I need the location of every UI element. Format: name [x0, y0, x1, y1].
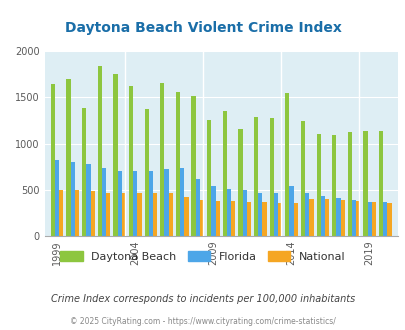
Bar: [230, 201, 235, 236]
Bar: [386, 203, 391, 236]
Bar: [168, 193, 173, 236]
Bar: [184, 197, 188, 236]
Bar: [164, 169, 168, 236]
Bar: [98, 66, 102, 236]
Bar: [340, 200, 344, 236]
Bar: [285, 93, 289, 236]
Bar: [273, 193, 277, 236]
Bar: [160, 83, 164, 236]
Bar: [382, 202, 386, 236]
Bar: [90, 191, 94, 236]
Bar: [293, 203, 297, 236]
Bar: [277, 203, 281, 236]
Bar: [378, 131, 382, 236]
Text: Daytona Beach Violent Crime Index: Daytona Beach Violent Crime Index: [64, 21, 341, 35]
Bar: [51, 84, 55, 236]
Bar: [175, 92, 180, 236]
Bar: [336, 198, 340, 236]
Bar: [137, 193, 141, 236]
Bar: [117, 171, 121, 236]
Bar: [262, 202, 266, 236]
Bar: [362, 131, 367, 236]
Bar: [309, 199, 313, 236]
Bar: [324, 199, 328, 236]
Bar: [347, 132, 351, 236]
Bar: [207, 119, 211, 236]
Bar: [113, 74, 117, 236]
Bar: [133, 171, 137, 236]
Bar: [122, 193, 126, 236]
Bar: [351, 200, 355, 236]
Bar: [331, 135, 336, 236]
Bar: [246, 202, 250, 236]
Bar: [59, 190, 63, 236]
Bar: [55, 160, 59, 236]
Bar: [102, 168, 106, 236]
Bar: [153, 192, 157, 236]
Bar: [75, 190, 79, 236]
Bar: [355, 201, 360, 236]
Text: Crime Index corresponds to incidents per 100,000 inhabitants: Crime Index corresponds to incidents per…: [51, 294, 354, 304]
Bar: [86, 164, 90, 236]
Bar: [106, 192, 110, 236]
Bar: [66, 79, 70, 236]
Bar: [238, 129, 242, 236]
Bar: [211, 186, 215, 236]
Bar: [70, 162, 75, 236]
Bar: [215, 201, 219, 236]
Bar: [269, 118, 273, 236]
Bar: [222, 111, 226, 236]
Bar: [149, 171, 153, 236]
Bar: [242, 190, 246, 236]
Bar: [144, 109, 149, 236]
Bar: [289, 186, 293, 236]
Text: © 2025 CityRating.com - https://www.cityrating.com/crime-statistics/: © 2025 CityRating.com - https://www.city…: [70, 317, 335, 326]
Bar: [82, 108, 86, 236]
Bar: [300, 121, 305, 236]
Bar: [320, 196, 324, 236]
Bar: [316, 134, 320, 236]
Bar: [258, 192, 262, 236]
Bar: [199, 200, 204, 236]
Bar: [129, 86, 133, 236]
Bar: [195, 179, 199, 236]
Bar: [180, 169, 184, 236]
Bar: [305, 193, 309, 236]
Bar: [254, 117, 258, 236]
Bar: [367, 202, 371, 236]
Bar: [371, 202, 375, 236]
Bar: [226, 189, 230, 236]
Bar: [191, 96, 195, 236]
Legend: Daytona Beach, Florida, National: Daytona Beach, Florida, National: [56, 247, 349, 267]
